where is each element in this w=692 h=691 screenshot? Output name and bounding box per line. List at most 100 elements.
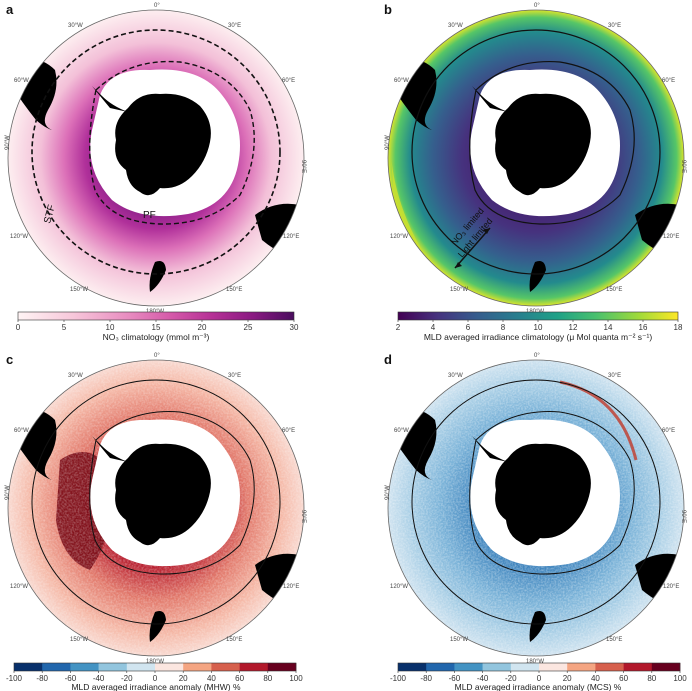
colorbar-swatch — [426, 663, 455, 671]
meridian-label: 150°W — [70, 287, 88, 293]
meridian-label: 30°W — [448, 373, 463, 379]
colorbar-tick-label: 30 — [290, 323, 299, 332]
stf-front-line — [411, 29, 661, 275]
colorbar-swatch — [454, 663, 483, 671]
colorbar-label: MLD averaged irradiance anomaly (MCS) % — [455, 682, 622, 691]
colorbar-tick-label: -80 — [36, 674, 48, 683]
panel-letter: c — [6, 352, 13, 367]
colorbar-tick-label: 10 — [106, 323, 115, 332]
africa — [630, 10, 680, 45]
meridian-label: 90°W — [5, 135, 11, 150]
new-zealand — [149, 261, 166, 292]
meridian-label: 150°W — [450, 287, 468, 293]
colorbar-tick-label: -80 — [420, 674, 432, 683]
meridian-label: 60°E — [282, 428, 295, 434]
stf-front-line — [411, 379, 661, 625]
panel-c: c 0° 30°E 60°E 90°E 120°E 150°E 180°W 15… — [5, 352, 306, 691]
colorbar-swatch — [482, 663, 512, 671]
colorbar-tick-label: -60 — [449, 674, 461, 683]
colorbar-tick-label: -100 — [390, 674, 407, 683]
new-zealand — [529, 261, 546, 292]
colorbar-tick-label: -60 — [65, 674, 77, 683]
map-frame — [387, 9, 685, 307]
colorbar-swatch — [211, 663, 240, 671]
meridian-label: 90°W — [385, 135, 391, 150]
panel-a: a STF PF 0° 30°E 60°E 90°E — [5, 2, 306, 342]
colorbar-swatch — [239, 663, 269, 671]
colorbar-tick-label: 8 — [501, 323, 506, 332]
meridian-label: 60°W — [14, 428, 29, 434]
meridian-label: 120°W — [390, 234, 408, 240]
colorbar-tick-label: 16 — [639, 323, 648, 332]
meridian-label: 180°W — [146, 659, 164, 665]
colorbar-swatch — [126, 663, 156, 671]
meridian-label: 150°W — [70, 637, 88, 643]
colorbar-swatch — [14, 663, 43, 671]
meridian-label: 120°E — [663, 584, 679, 590]
colorbar-label: MLD averaged irradiance climatology (μ M… — [424, 332, 653, 342]
colorbar-tick-label: 20 — [179, 674, 188, 683]
stf-front-line — [31, 29, 281, 275]
stf-front-line — [31, 379, 281, 625]
colorbar-tick-label: 4 — [431, 323, 436, 332]
antarctic-peninsula — [472, 436, 508, 462]
colorbar-d: MLD averaged irradiance anomaly (MCS) % … — [390, 662, 687, 691]
colorbar-tick-label: 18 — [674, 323, 683, 332]
colorbar-swatch — [623, 663, 653, 671]
colorbar-swatch — [42, 663, 71, 671]
meridian-label: 0° — [154, 3, 160, 9]
antarctic-peninsula — [92, 86, 128, 112]
meridian-label: 30°E — [608, 373, 621, 379]
meridian-label: 180°W — [526, 659, 544, 665]
meridian-label: 30°W — [68, 23, 83, 29]
colorbar-tick-label: -100 — [6, 674, 23, 683]
colorbar-swatch — [510, 663, 540, 671]
colorbar-tick-label: -40 — [477, 674, 489, 683]
colorbar-ramp — [18, 312, 294, 320]
colorbar-tick-label: 0 — [537, 674, 542, 683]
colorbar-swatch — [183, 663, 212, 671]
colorbar-label: MLD averaged irradiance anomaly (MHW) % — [71, 682, 241, 691]
colorbar-ramp — [398, 312, 678, 320]
colorbar-tick-label: -20 — [505, 674, 517, 683]
colorbar-tick-label: 0 — [16, 323, 21, 332]
colorbar-tick-label: 25 — [244, 323, 253, 332]
meridian-label: 30°W — [448, 23, 463, 29]
meridian-label: 90°E — [680, 510, 686, 523]
antarctica — [495, 443, 591, 546]
map-frame — [7, 9, 305, 307]
colorbar-swatch — [155, 663, 184, 671]
pf-front-line — [469, 60, 635, 225]
colorbar-a: NO₃ climatology (mmol m⁻³) 0 5 10 15 20 25 30 — [16, 311, 299, 342]
meridian-label: 0° — [154, 353, 160, 359]
colorbar-tick-label: 100 — [289, 674, 303, 683]
pf-front-line — [89, 411, 255, 575]
meridian-label: 90°W — [5, 485, 11, 500]
meridian-label: 0° — [534, 353, 540, 359]
colorbar-tick-label: 6 — [466, 323, 471, 332]
colorbar-tick-label: 14 — [604, 323, 613, 332]
meridian-label: 120°W — [10, 584, 28, 590]
meridian-label: 90°E — [300, 160, 306, 173]
meridian-label: 60°E — [282, 78, 295, 84]
panel-d: d 0° 30°E 60°E 90°E 120°E 150°E 180°W 15… — [384, 352, 687, 691]
colorbar-tick-label: 40 — [207, 674, 216, 683]
colorbar-b: MLD averaged irradiance climatology (μ M… — [396, 311, 683, 342]
colorbar-tick-label: 80 — [263, 674, 272, 683]
colorbar-swatch — [267, 663, 297, 671]
meridian-label: 60°E — [662, 428, 675, 434]
panel-letter: a — [6, 2, 14, 17]
limit-arrow — [454, 227, 491, 269]
colorbar-swatch — [398, 663, 427, 671]
annotation-stf: STF — [42, 204, 58, 225]
colorbar-swatch — [651, 663, 681, 671]
colorbar-tick-label: -20 — [121, 674, 133, 683]
panel-letter: b — [384, 2, 392, 17]
meridian-labels: 0° 30°E 60°E 90°E 120°E 150°E 180°W 150°… — [385, 353, 686, 665]
panel-b: b Light limited NO₃ limited 0° 30°E 60°E… — [384, 2, 686, 342]
meridian-label: 30°E — [228, 23, 241, 29]
meridian-labels: 0° 30°E 60°E 90°E 120°E 150°E 180°W 150°… — [385, 3, 686, 315]
colorbar-swatch — [98, 663, 128, 671]
colorbar-tick-label: -40 — [93, 674, 105, 683]
meridian-label: 120°W — [10, 234, 28, 240]
